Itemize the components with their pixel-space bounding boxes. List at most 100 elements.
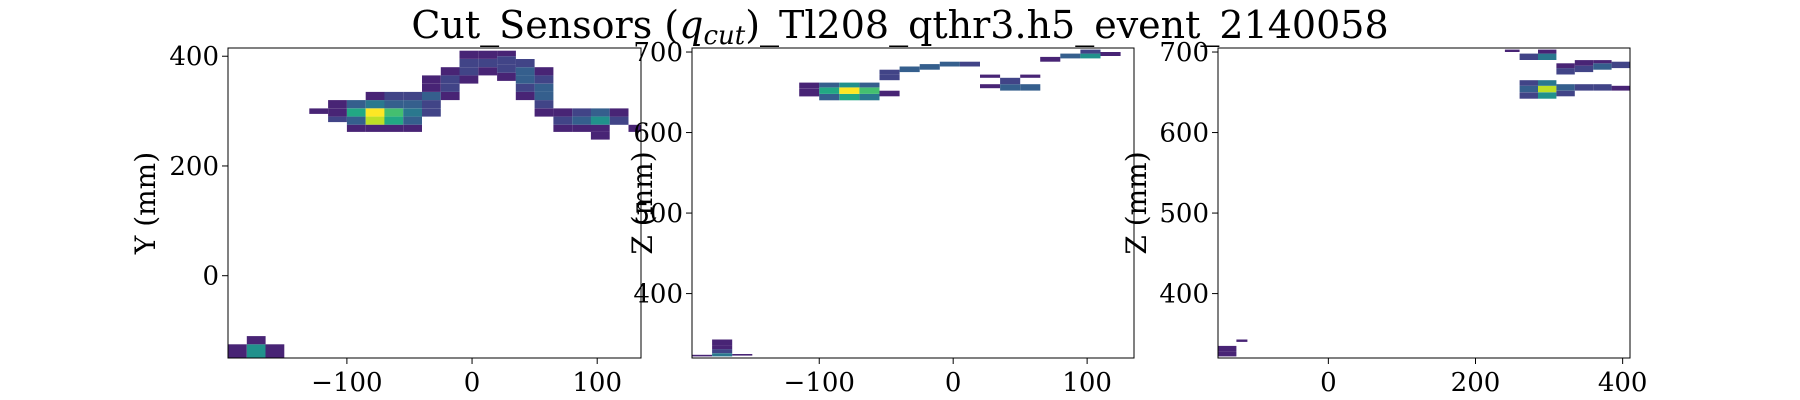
heatmap-cell: [980, 74, 1001, 78]
heatmap-cell: [1218, 351, 1237, 357]
heatmap-cell: [365, 100, 385, 109]
x-tick-label: −100: [311, 368, 382, 398]
heatmap-cell: [1574, 60, 1594, 66]
heatmap-cell: [799, 82, 820, 89]
heatmap-cell: [403, 91, 422, 101]
heatmap-cell: [534, 67, 554, 76]
heatmap-cell: [403, 108, 422, 117]
heatmap-cell: [497, 72, 516, 81]
heatmap-cell: [1020, 74, 1041, 78]
heatmap-cell: [572, 124, 591, 132]
heatmap-cell: [384, 100, 404, 109]
heatmap-cell: [515, 67, 535, 76]
y-tick-label: 0: [202, 262, 219, 292]
heatmap-cell: [919, 64, 940, 70]
heatmap-cell: [328, 100, 347, 109]
heatmap-cell: [1593, 63, 1612, 70]
y-tick-label: 700: [633, 38, 683, 68]
heatmap-cell: [365, 116, 385, 125]
heatmap-cell: [712, 339, 733, 346]
x-tick-label: 0: [945, 368, 962, 398]
x-tick-label: 100: [572, 368, 622, 398]
heatmap-cell: [819, 93, 840, 101]
heatmap-cell: [328, 108, 347, 117]
heatmap-cell: [534, 108, 554, 117]
heatmap-cell: [328, 116, 347, 123]
heatmap-cell: [553, 124, 573, 132]
heatmap-cell: [422, 91, 441, 101]
xy-projection-panel: Y (mm) −100 0 100 0 200 400: [129, 42, 642, 398]
heatmap-cell: [1020, 84, 1041, 91]
heatmap-cell: [590, 108, 610, 117]
heatmap-cell: [1519, 80, 1538, 86]
heatmap-cells: [1218, 49, 1630, 357]
heatmap-cell: [1611, 61, 1630, 69]
heatmap-cell: [1538, 53, 1557, 60]
heatmap-cell: [819, 87, 840, 94]
heatmap-cell: [590, 131, 610, 140]
heatmap-cell: [384, 108, 404, 117]
x-tick-label: 0: [1320, 368, 1337, 398]
z-axis-label: Z (mm): [626, 151, 659, 254]
heatmap-cell: [712, 349, 733, 354]
heatmap-cell: [628, 124, 641, 132]
x-tick-label: 0: [464, 368, 481, 398]
heatmap-cell: [365, 91, 385, 101]
x-tick-label: −100: [784, 368, 855, 398]
heatmap-cell: [1556, 63, 1575, 69]
heatmap-cell: [422, 100, 441, 109]
heatmap-cell: [440, 75, 460, 84]
heatmap-cell: [497, 50, 516, 57]
heatmap-cell: [497, 64, 516, 73]
heatmap-cell: [478, 67, 498, 76]
heatmap-cell: [384, 124, 404, 132]
heatmap-cell: [246, 344, 266, 358]
heatmap-cell: [515, 83, 535, 92]
heatmap-cell: [1574, 65, 1594, 73]
heatmap-cell: [1538, 85, 1557, 93]
heatmap-cell: [859, 93, 880, 101]
x-tick-label: 200: [1451, 368, 1501, 398]
heatmap-cell: [1100, 52, 1121, 56]
heatmap-cell: [346, 100, 366, 109]
heatmap-cell: [1519, 85, 1538, 93]
heatmap-cell: [590, 116, 610, 125]
figure-title: Cut_Sensors (qcut)_Tl208_qthr3.h5_event_…: [411, 3, 1388, 51]
heatmap-cell: [1611, 85, 1630, 91]
heatmap-cell: [534, 100, 554, 109]
y-axis-label: Y (mm): [129, 152, 162, 255]
heatmap-cell: [839, 82, 860, 88]
heatmap-cell: [309, 108, 329, 114]
heatmap-cell: [1060, 53, 1081, 59]
heatmap-cell: [1556, 68, 1575, 75]
heatmap-cell: [879, 74, 900, 81]
y-tick-label: 400: [633, 280, 683, 310]
heatmap-cell: [478, 59, 498, 68]
heatmap-cell: [459, 59, 479, 68]
y-tick-label: 200: [169, 152, 219, 182]
heatmap-cell: [839, 87, 860, 94]
plot-frame: [1217, 47, 1631, 359]
heatmap-cell: [365, 108, 385, 117]
heatmap-cell: [403, 116, 422, 125]
heatmap-cell: [980, 84, 1001, 89]
heatmap-cell: [1080, 49, 1101, 54]
heatmap-cell: [422, 83, 441, 92]
heatmap-cell: [1236, 339, 1248, 342]
heatmap-cell: [1593, 60, 1612, 64]
heatmap-cell: [497, 56, 516, 65]
heatmap-cell: [879, 69, 900, 75]
heatmap-cell: [228, 344, 247, 358]
heatmap-cell: [1504, 49, 1520, 52]
heatmap-cell: [534, 91, 554, 101]
heatmap-cell: [440, 91, 460, 101]
heatmap-cell: [384, 91, 404, 101]
heatmap-cell: [534, 83, 554, 92]
y-tick-label: 600: [633, 119, 683, 149]
yz-projection-panel: Z (mm) 0 200 400 400 500 600 700: [1120, 38, 1647, 398]
title-suffix: )_Tl208_qthr3.h5_event_2140058: [745, 3, 1388, 48]
plot-frame: [691, 47, 1135, 359]
plot-frame: [227, 47, 642, 359]
heatmap-cell: [459, 75, 479, 84]
